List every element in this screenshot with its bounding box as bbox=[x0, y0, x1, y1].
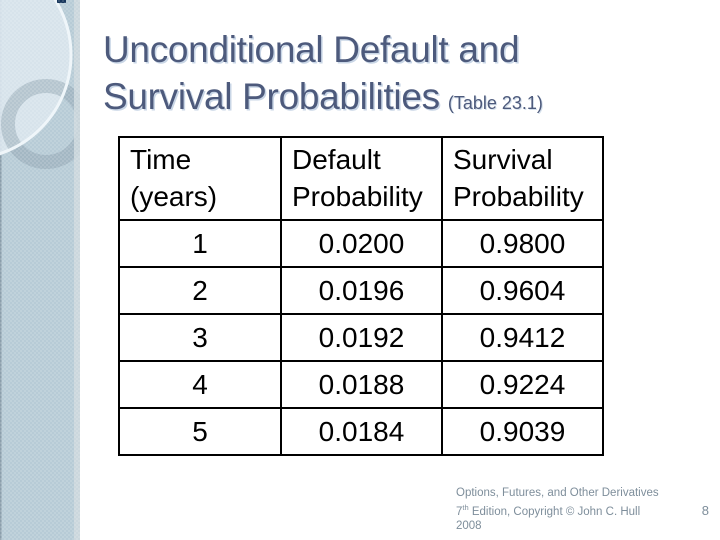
table-cell-time: 3 bbox=[118, 313, 282, 362]
table-cell-time: 2 bbox=[118, 266, 282, 315]
table-row: 4 0.0188 0.9224 bbox=[118, 360, 604, 409]
table-cell-time: 4 bbox=[118, 360, 282, 409]
footer-citation: Options, Futures, and Other Derivatives … bbox=[456, 486, 686, 533]
table-cell-time: 1 bbox=[118, 219, 282, 268]
table-cell-survival-prob: 0.9604 bbox=[441, 266, 604, 315]
top-accent-mark bbox=[57, 0, 66, 3]
table-cell-default-prob: 0.0188 bbox=[280, 360, 443, 409]
table-cell-default-prob: 0.0192 bbox=[280, 313, 443, 362]
probabilities-table: Time (years) Default Probability Surviva… bbox=[118, 136, 604, 456]
title-line-2: Survival Probabilities (Table 23.1) bbox=[103, 73, 703, 127]
strip-left-edge-line bbox=[0, 0, 2, 540]
slide-title: Unconditional Default and Survival Proba… bbox=[103, 26, 703, 127]
gray-ring-ornament bbox=[1, 79, 80, 169]
header-default-line1: Default bbox=[292, 144, 381, 175]
footer-line-1: Options, Futures, and Other Derivatives bbox=[456, 487, 659, 499]
header-survival-line2: Probability bbox=[453, 181, 584, 212]
table-row: 3 0.0192 0.9412 bbox=[118, 313, 604, 362]
title-table-reference: (Table 23.1) bbox=[447, 93, 543, 113]
footer-line-3: 2008 bbox=[456, 519, 482, 532]
column-header-time: Time (years) bbox=[118, 136, 282, 221]
large-circle-fill bbox=[0, 0, 71, 154]
page-number: 8 bbox=[701, 503, 709, 518]
header-time-line2: (years) bbox=[130, 181, 218, 212]
table-cell-survival-prob: 0.9039 bbox=[441, 407, 604, 456]
strip-right-band bbox=[74, 0, 80, 540]
footer-line-2: 7th Edition, Copyright © John C. Hull bbox=[456, 501, 686, 519]
header-survival-line1: Survival bbox=[453, 144, 553, 175]
column-header-survival-probability: Survival Probability bbox=[441, 136, 604, 221]
title-line-2-text: Survival Probabilities bbox=[103, 76, 440, 117]
table-body: 1 0.0200 0.9800 2 0.0196 0.9604 3 0.0192… bbox=[118, 219, 604, 456]
table-cell-default-prob: 0.0200 bbox=[280, 219, 443, 268]
table-cell-survival-prob: 0.9412 bbox=[441, 313, 604, 362]
circles-ornament-graphic bbox=[0, 0, 80, 540]
white-arc-outline bbox=[0, 0, 73, 156]
table-cell-default-prob: 0.0196 bbox=[280, 266, 443, 315]
footer-edition-ordinal: th bbox=[462, 502, 469, 512]
header-default-line2: Probability bbox=[292, 181, 423, 212]
table-cell-survival-prob: 0.9800 bbox=[441, 219, 604, 268]
table-row: 2 0.0196 0.9604 bbox=[118, 266, 604, 315]
footer-copyright-text: Edition, Copyright © John C. Hull bbox=[468, 505, 641, 518]
table-row: 5 0.0184 0.9039 bbox=[118, 407, 604, 456]
header-row: Time (years) Default Probability Surviva… bbox=[118, 136, 604, 221]
title-line-1: Unconditional Default and bbox=[103, 29, 520, 70]
table-cell-survival-prob: 0.9224 bbox=[441, 360, 604, 409]
footer-edition-number: 7 bbox=[456, 505, 463, 518]
table-cell-time: 5 bbox=[118, 407, 282, 456]
column-header-default-probability: Default Probability bbox=[280, 136, 443, 221]
table-cell-default-prob: 0.0184 bbox=[280, 407, 443, 456]
table-row: 1 0.0200 0.9800 bbox=[118, 219, 604, 268]
table-header: Time (years) Default Probability Surviva… bbox=[118, 136, 604, 221]
decorative-sidebar bbox=[0, 0, 80, 540]
header-time-line1: Time bbox=[130, 144, 192, 175]
